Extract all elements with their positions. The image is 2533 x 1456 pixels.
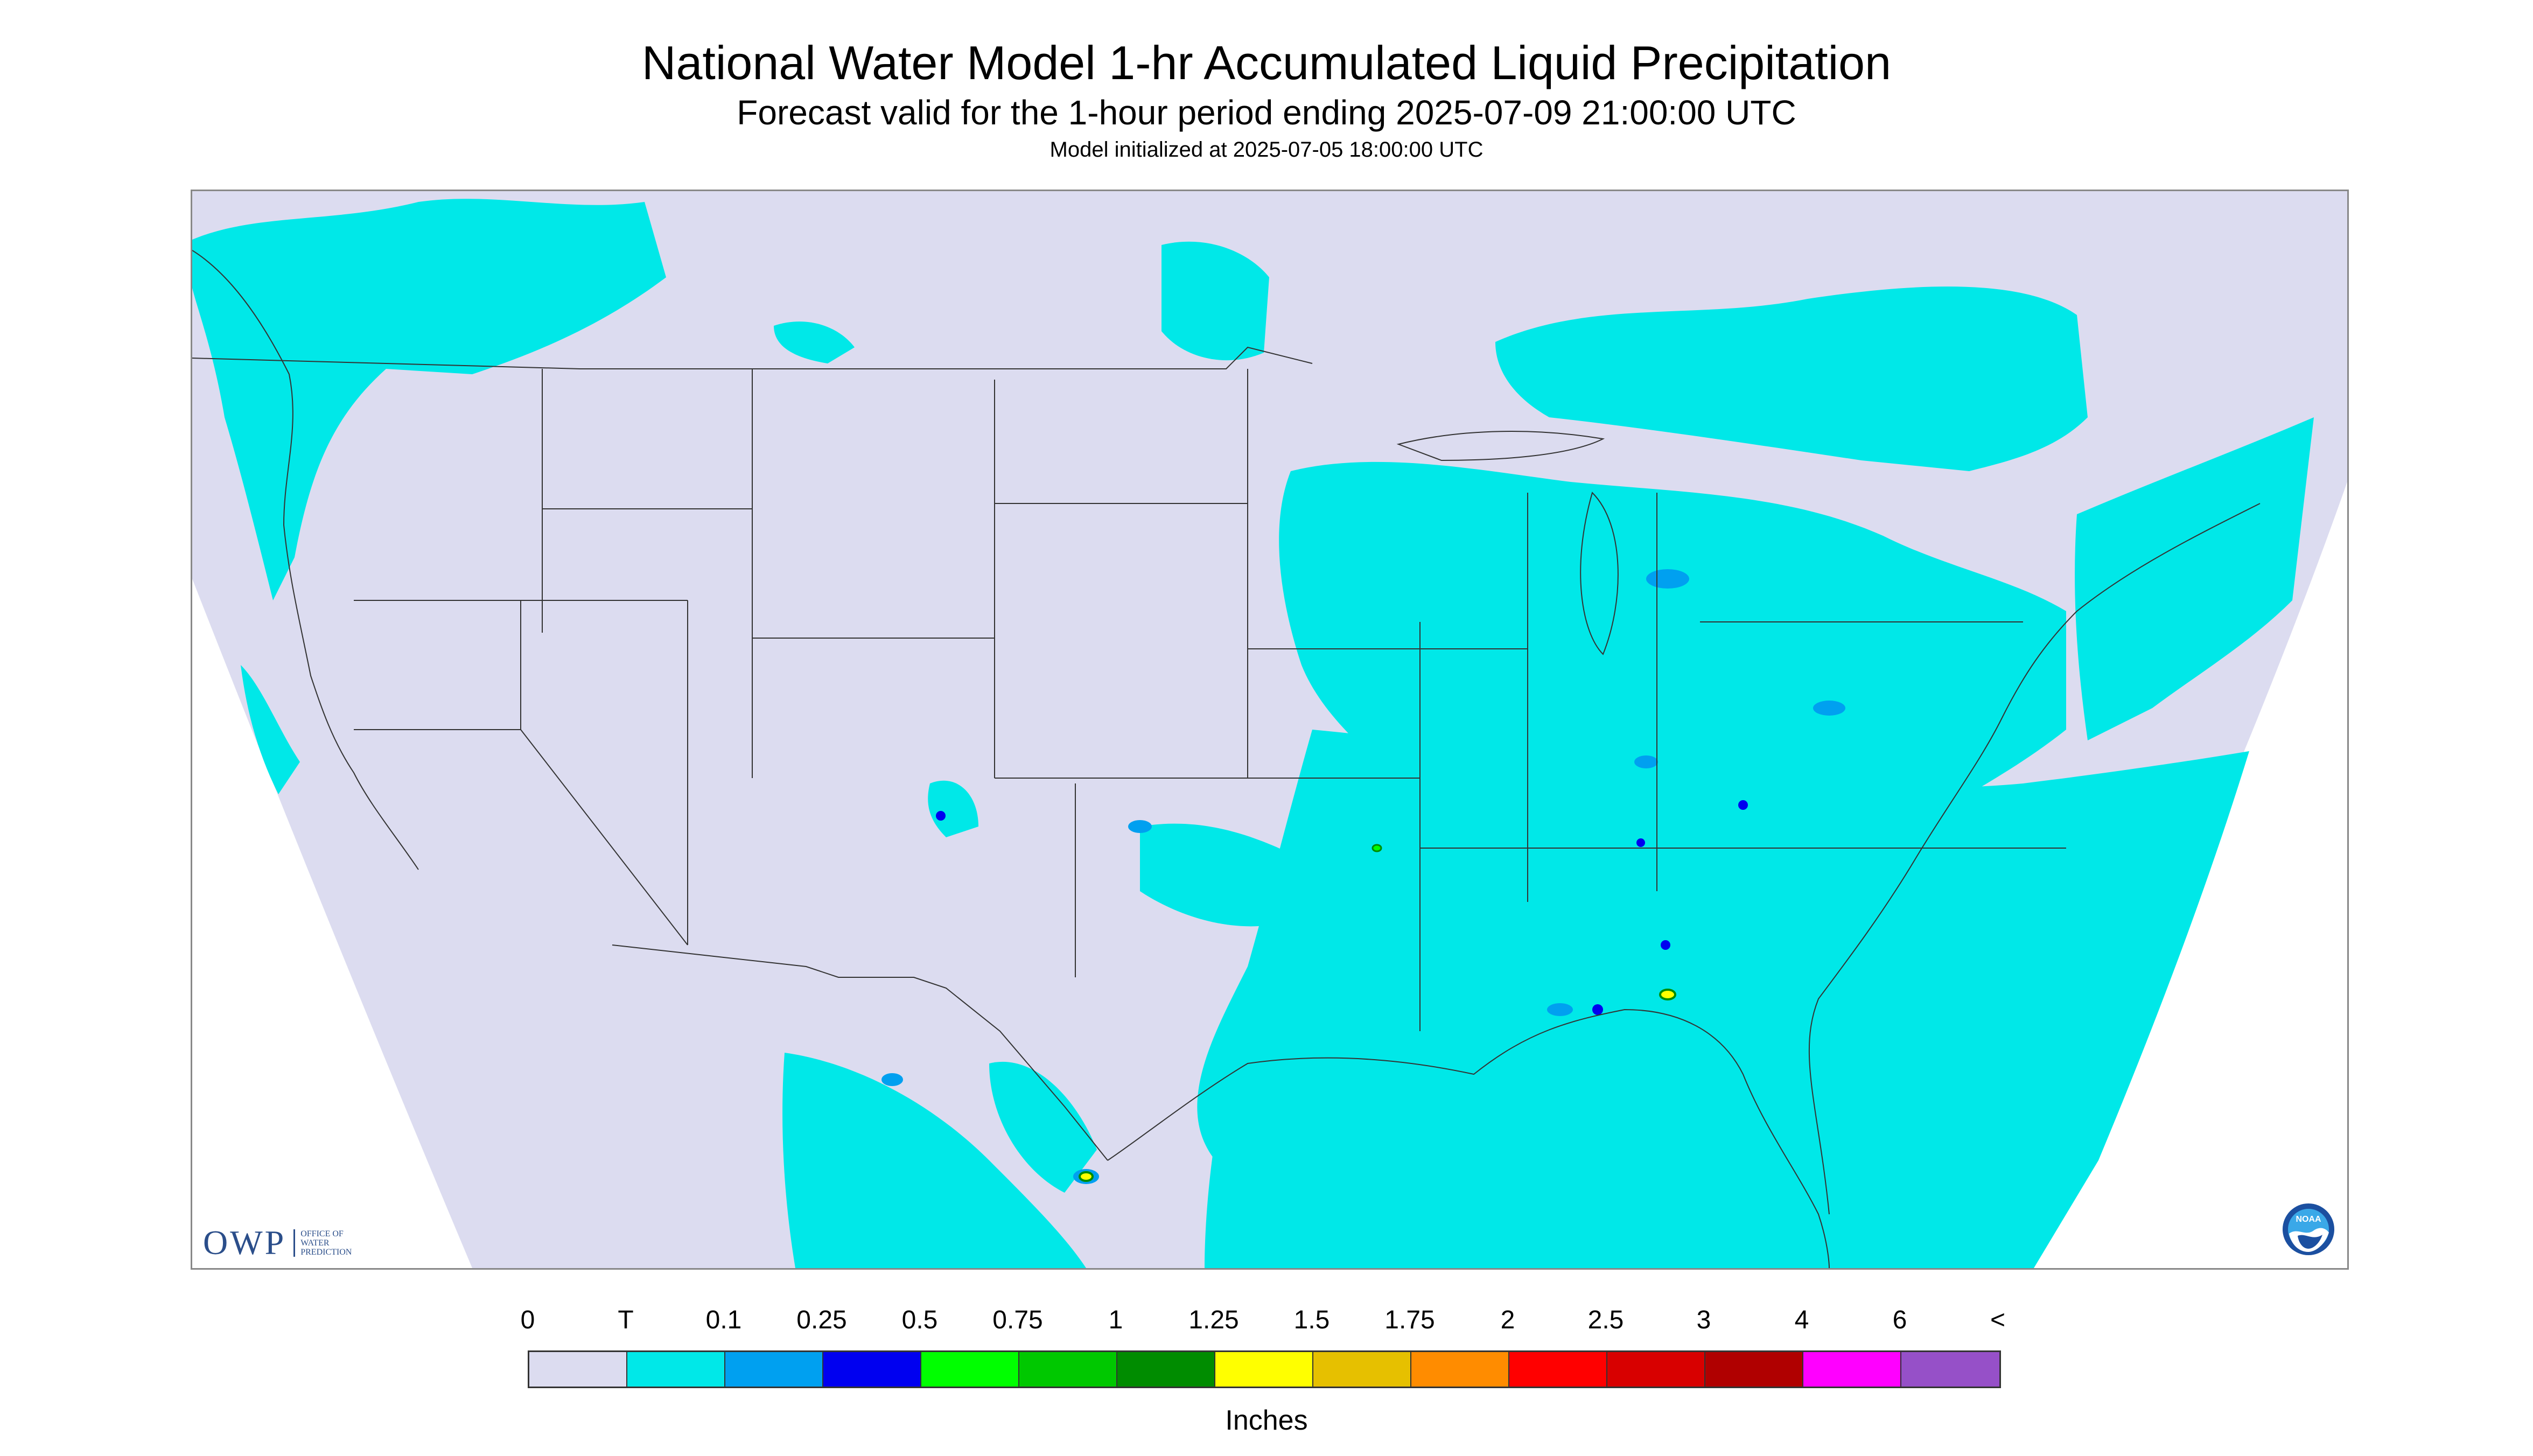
precip-area-northeast — [2075, 417, 2314, 740]
owp-logo: OWP OFFICE OF WATER PREDICTION — [203, 1223, 352, 1263]
precip-cell — [1646, 569, 1689, 589]
legend-swatch — [921, 1352, 1019, 1387]
legend-label: 4 — [1794, 1306, 1809, 1334]
precip-area-montana — [774, 321, 855, 363]
legend-label: 0.25 — [796, 1306, 847, 1334]
precip-cell — [1547, 1003, 1573, 1016]
precip-cell-yellow — [1079, 1171, 1094, 1182]
precip-heavy-cells — [936, 800, 1748, 1015]
legend-swatch — [1117, 1352, 1215, 1387]
legend-label: < — [1990, 1306, 2006, 1334]
legend-swatch — [1901, 1352, 1999, 1387]
legend-swatch — [1803, 1352, 1901, 1387]
legend-swatch — [529, 1352, 627, 1387]
legend-label: 1.25 — [1188, 1306, 1239, 1334]
precip-cell — [1661, 940, 1670, 950]
us-mexico-border — [612, 944, 1108, 1161]
owp-logo-sub: OFFICE OF WATER PREDICTION — [293, 1229, 352, 1257]
precip-cell — [936, 811, 946, 821]
precip-area-gulf — [1205, 1040, 1700, 1268]
precip-cell-yellow — [1659, 989, 1676, 1000]
precip-cell — [1592, 1004, 1603, 1015]
legend-colorbar — [528, 1350, 2001, 1388]
lake-superior — [1396, 431, 1605, 461]
legend-label: 1.75 — [1384, 1306, 1435, 1334]
precip-area-canada-east — [1495, 286, 2088, 471]
map-title: National Water Model 1-hr Accumulated Li… — [641, 36, 1892, 89]
precip-cell — [1128, 820, 1152, 833]
precip-intense-cells — [1079, 844, 1676, 1182]
precip-light-areas — [192, 199, 2314, 1268]
coastline-west — [192, 250, 419, 870]
precip-area-california — [241, 665, 300, 794]
legend-labels: 0 T 0.1 0.25 0.5 0.75 1 1.25 1.5 1.75 2 2.5 3 4 6 < — [0, 1305, 2533, 1338]
state-borders — [192, 250, 2261, 1268]
legend-label: 2 — [1500, 1306, 1515, 1334]
map-subtitle: Forecast valid for the 1-hour period end… — [737, 93, 1796, 132]
precip-area-southern-plains — [1140, 823, 1302, 927]
precip-area-pacific-nw — [192, 199, 666, 600]
legend-swatch — [1019, 1352, 1117, 1387]
precip-area-canada-plains — [1161, 241, 1269, 361]
legend-swatch — [1411, 1352, 1509, 1387]
precip-cell — [1738, 800, 1748, 810]
atlantic-coast — [1808, 503, 2261, 1215]
precip-cell — [1813, 701, 1845, 716]
lake-michigan — [1580, 492, 1619, 655]
legend-units: Inches — [1225, 1405, 1308, 1436]
precipitation-map: OWP OFFICE OF WATER PREDICTION NOAA — [191, 190, 2349, 1270]
map-canvas — [192, 191, 2347, 1268]
precip-area-sierra-madre — [989, 1061, 1097, 1193]
gulf-coast — [1107, 1009, 1830, 1268]
noaa-logo: NOAA — [2283, 1203, 2334, 1255]
legend-label: 1.5 — [1293, 1306, 1330, 1334]
precip-area-mexico — [782, 1053, 1086, 1268]
legend-swatch — [1607, 1352, 1705, 1387]
legend-swatch — [1215, 1352, 1313, 1387]
legend-swatch — [1313, 1352, 1411, 1387]
legend-label: 0 — [520, 1306, 535, 1334]
state-line-west — [354, 600, 688, 946]
precip-cell — [881, 1073, 903, 1086]
legend-label: 2.5 — [1587, 1306, 1624, 1334]
legend-label: T — [618, 1306, 634, 1334]
precip-cell — [1634, 755, 1658, 768]
legend-label: 1 — [1108, 1306, 1123, 1334]
owp-logo-main: OWP — [203, 1223, 286, 1262]
us-canada-border — [192, 346, 1313, 369]
svg-text:NOAA: NOAA — [2296, 1215, 2321, 1224]
legend-swatch — [627, 1352, 725, 1387]
legend-swatch — [1705, 1352, 1803, 1387]
legend-label: 3 — [1696, 1306, 1711, 1334]
model-init-text: Model initialized at 2025-07-05 18:00:00… — [1049, 138, 1484, 162]
precip-area-southwest — [928, 780, 978, 837]
state-line — [542, 369, 2066, 1031]
precip-cell — [1636, 838, 1645, 847]
precip-cell-green — [1372, 844, 1382, 852]
legend-swatch — [1509, 1352, 1607, 1387]
legend-swatch — [823, 1352, 921, 1387]
legend-label: 0.5 — [901, 1306, 938, 1334]
legend-swatch — [725, 1352, 823, 1387]
legend-label: 0.1 — [705, 1306, 742, 1334]
legend-label: 0.75 — [992, 1306, 1043, 1334]
legend-label: 6 — [1892, 1306, 1907, 1334]
